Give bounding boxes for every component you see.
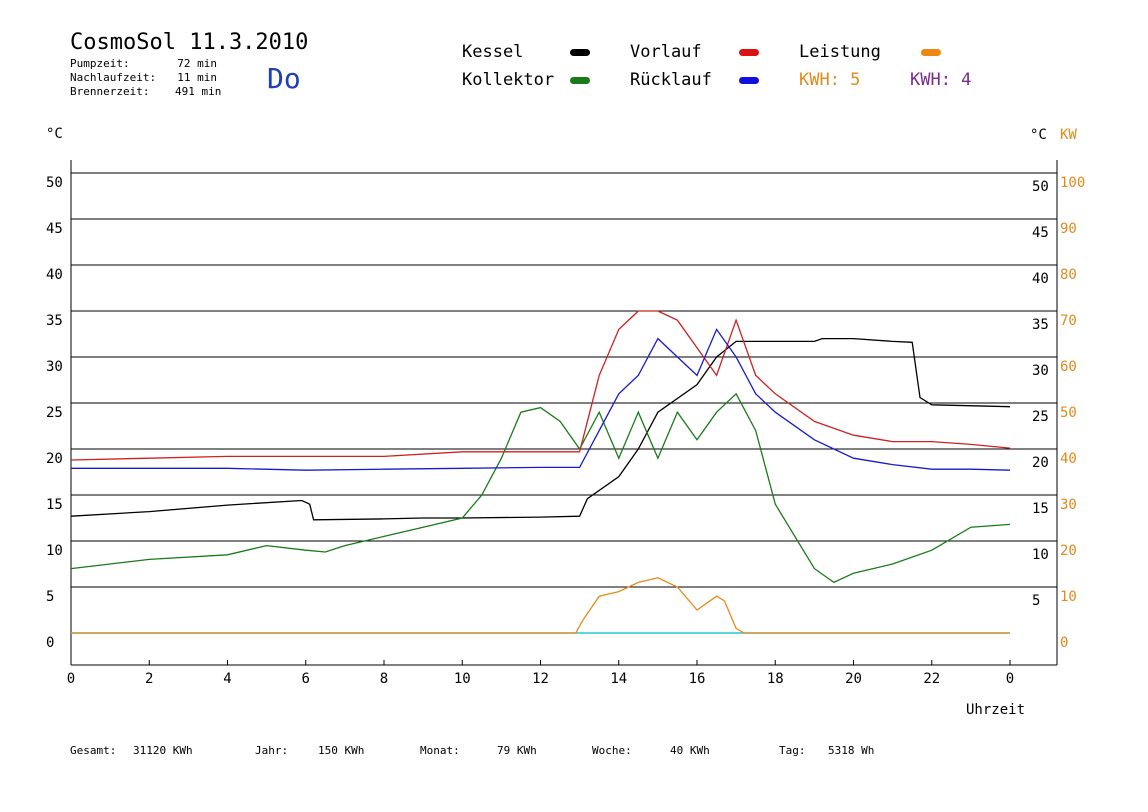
x-tick-label: 2 xyxy=(145,671,153,687)
footer-woche-label: Woche: xyxy=(592,744,632,757)
footer-monat-value: 79 KWh xyxy=(497,744,537,757)
legend-swatch-vorlauf xyxy=(739,49,759,56)
footer-gesamt-value: 31120 KWh xyxy=(133,744,193,757)
legend-kollektor: Kollektor xyxy=(462,70,555,90)
kw-tick-label: 60 xyxy=(1060,359,1077,375)
legend-kessel: Kessel xyxy=(462,42,524,62)
x-tick-label: 22 xyxy=(923,671,940,687)
left-tick-label: 0 xyxy=(46,635,54,651)
right-tick-label: 35 xyxy=(1032,317,1049,333)
right-tick-label: 50 xyxy=(1032,179,1049,195)
right-axis-unit: °C xyxy=(1030,127,1047,143)
left-tick-label: 35 xyxy=(46,313,63,329)
kw-tick-label: 70 xyxy=(1060,313,1077,329)
legend-kwh-orange: KWH: 5 xyxy=(799,70,861,90)
legend-kwh-purple: KWH: 4 xyxy=(910,70,972,90)
x-axis-label: Uhrzeit xyxy=(966,702,1026,718)
series-line-kollektor xyxy=(70,392,1011,584)
stat-nachlaufzeit: Nachlaufzeit: 11 min xyxy=(70,71,217,85)
kw-tick-label: 40 xyxy=(1060,451,1077,467)
stat-value: 72 min xyxy=(177,57,217,70)
stat-label: Pumpzeit: xyxy=(70,57,130,70)
left-tick-label: 20 xyxy=(46,451,63,467)
kw-tick-label: 0 xyxy=(1060,635,1068,651)
left-tick-label: 15 xyxy=(46,497,63,513)
right-tick-label: 15 xyxy=(1032,501,1049,517)
stat-pumpzeit: Pumpzeit: 72 min xyxy=(70,57,217,71)
right-tick-label: 5 xyxy=(1032,593,1040,609)
footer-gesamt-label: Gesamt: xyxy=(70,744,117,757)
page-title: CosmoSol 11.3.2010 xyxy=(70,30,309,55)
series-line-vorlauf xyxy=(70,310,1011,461)
x-tick-label: 4 xyxy=(223,671,231,687)
footer-jahr-label: Jahr: xyxy=(255,744,289,757)
right-tick-label: 40 xyxy=(1032,271,1049,287)
legend-swatch-kollektor xyxy=(570,77,590,84)
right-tick-label: 20 xyxy=(1032,455,1049,471)
left-tick-label: 45 xyxy=(46,221,63,237)
kw-tick-label: 20 xyxy=(1060,543,1077,559)
footer-woche-value: 40 KWh xyxy=(670,744,710,757)
x-tick-label: 12 xyxy=(532,671,549,687)
legend-swatch-ruecklauf xyxy=(739,77,759,84)
right-tick-label: 30 xyxy=(1032,363,1049,379)
stat-brennerzeit: Brennerzeit: 491 min xyxy=(70,85,221,99)
kw-tick-label: 50 xyxy=(1060,405,1077,421)
x-tick-label: 8 xyxy=(380,671,388,687)
stat-label: Nachlaufzeit: xyxy=(70,71,157,84)
left-tick-label: 5 xyxy=(46,589,54,605)
legend-swatch-leistung xyxy=(921,49,941,56)
footer-tag-label: Tag: xyxy=(779,744,806,757)
left-tick-label: 30 xyxy=(46,359,63,375)
weekday-label: Do xyxy=(267,62,301,95)
stat-value: 11 min xyxy=(177,71,217,84)
x-tick-label: 18 xyxy=(767,671,784,687)
left-tick-label: 40 xyxy=(46,267,63,283)
kw-tick-label: 80 xyxy=(1060,267,1077,283)
kw-tick-label: 30 xyxy=(1060,497,1077,513)
right-tick-label: 45 xyxy=(1032,225,1049,241)
kw-tick-label: 100 xyxy=(1060,175,1085,191)
footer-jahr-value: 150 KWh xyxy=(318,744,365,757)
x-tick-label: 0 xyxy=(1006,671,1014,687)
series-line-leistung xyxy=(71,577,1010,634)
left-tick-label: 25 xyxy=(46,405,63,421)
x-tick-label: 20 xyxy=(845,671,862,687)
stat-label: Brennerzeit: xyxy=(70,85,150,98)
legend-leistung: Leistung xyxy=(799,42,881,62)
x-tick-label: 0 xyxy=(67,671,75,687)
footer-tag-value: 5318 Wh xyxy=(828,744,875,757)
x-tick-label: 16 xyxy=(689,671,706,687)
stat-value: 491 min xyxy=(175,85,222,98)
right-tick-label: 10 xyxy=(1032,547,1049,563)
x-tick-label: 14 xyxy=(610,671,627,687)
left-tick-label: 50 xyxy=(46,175,63,191)
legend-ruecklauf: Rücklauf xyxy=(630,70,712,90)
legend-swatch-kessel xyxy=(570,49,590,56)
x-tick-label: 10 xyxy=(454,671,471,687)
series-line-ruecklauf xyxy=(71,328,1011,471)
legend-vorlauf: Vorlauf xyxy=(630,42,702,62)
kw-axis-unit: KW xyxy=(1060,127,1077,143)
left-axis-unit: °C xyxy=(46,126,63,142)
series-line-kessel xyxy=(70,337,1011,521)
footer-monat-label: Monat: xyxy=(420,744,460,757)
kw-tick-label: 10 xyxy=(1060,589,1077,605)
kw-tick-label: 90 xyxy=(1060,221,1077,237)
x-tick-label: 6 xyxy=(302,671,310,687)
left-tick-label: 10 xyxy=(46,543,63,559)
right-tick-label: 25 xyxy=(1032,409,1049,425)
